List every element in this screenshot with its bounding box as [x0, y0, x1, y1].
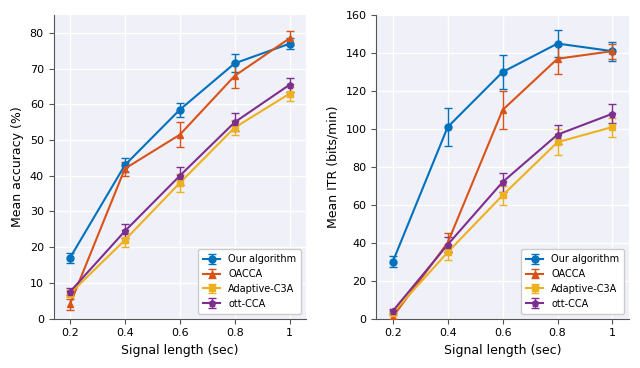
- X-axis label: Signal length (sec): Signal length (sec): [444, 344, 561, 357]
- Legend: Our algorithm, OACCA, Adaptive-C3A, ott-CCA: Our algorithm, OACCA, Adaptive-C3A, ott-…: [521, 250, 624, 314]
- Y-axis label: Mean accuracy (%): Mean accuracy (%): [11, 106, 24, 227]
- X-axis label: Signal length (sec): Signal length (sec): [121, 344, 239, 357]
- Y-axis label: Mean ITR (bits/min): Mean ITR (bits/min): [327, 106, 340, 228]
- Legend: Our algorithm, OACCA, Adaptive-C3A, ott-CCA: Our algorithm, OACCA, Adaptive-C3A, ott-…: [198, 250, 301, 314]
